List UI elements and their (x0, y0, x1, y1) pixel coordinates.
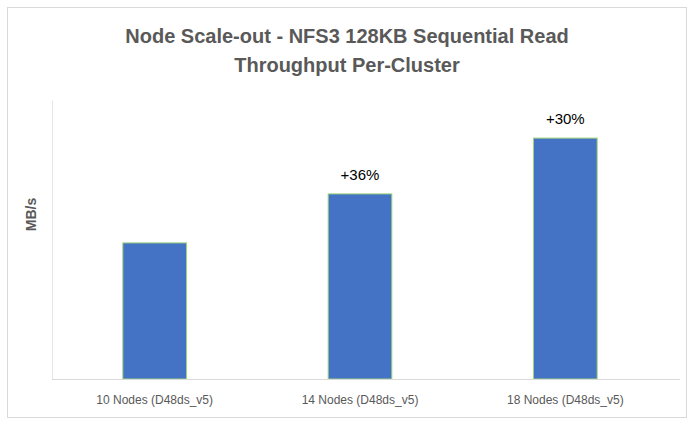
bar (534, 138, 598, 379)
x-tick-label: 10 Nodes (D48ds_v5) (96, 393, 213, 407)
bar (328, 194, 392, 379)
title-line: Node Scale-out - NFS3 128KB Sequential R… (125, 25, 568, 47)
x-axis-line (52, 379, 680, 380)
x-tick: 18 Nodes (D48ds_v5) (507, 379, 624, 407)
title-line: Throughput Per-Cluster (234, 54, 460, 76)
x-tick-label: 18 Nodes (D48ds_v5) (507, 393, 624, 407)
bar (123, 243, 187, 379)
chart: Node Scale-out - NFS3 128KB Sequential R… (0, 0, 694, 425)
title: Node Scale-out - NFS3 128KB Sequential R… (125, 25, 568, 76)
y-axis-title: MB/s (23, 198, 39, 232)
x-tick: 10 Nodes (D48ds_v5) (96, 379, 213, 407)
bars (123, 138, 597, 379)
x-axis: 10 Nodes (D48ds_v5) 14 Nodes (D48ds_v5) 18… (52, 379, 680, 407)
annotation: +30% (546, 110, 585, 127)
y-axis-line (52, 101, 53, 380)
chart-frame (8, 8, 687, 418)
y-axis (52, 101, 53, 380)
annotation: +36% (341, 166, 380, 183)
x-tick-label: 14 Nodes (D48ds_v5) (302, 393, 419, 407)
x-tick: 14 Nodes (D48ds_v5) (302, 379, 419, 407)
